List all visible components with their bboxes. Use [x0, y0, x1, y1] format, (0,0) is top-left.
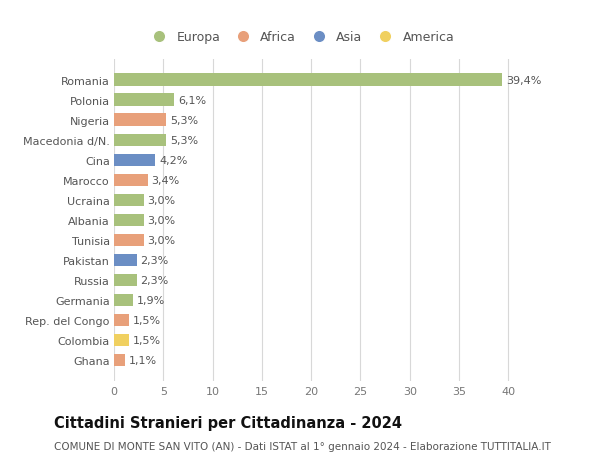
- Text: 1,5%: 1,5%: [133, 335, 161, 345]
- Text: 5,3%: 5,3%: [170, 135, 199, 146]
- Text: 5,3%: 5,3%: [170, 115, 199, 125]
- Bar: [114, 74, 502, 87]
- Text: 1,9%: 1,9%: [137, 295, 165, 305]
- Bar: [114, 314, 129, 326]
- Bar: [114, 294, 133, 307]
- Bar: [114, 254, 137, 267]
- Bar: [114, 154, 155, 167]
- Text: 3,0%: 3,0%: [148, 235, 176, 245]
- Text: 3,0%: 3,0%: [148, 196, 176, 205]
- Bar: [114, 174, 148, 186]
- Bar: [114, 214, 143, 226]
- Text: 1,1%: 1,1%: [129, 355, 157, 365]
- Text: 2,3%: 2,3%: [140, 255, 169, 265]
- Bar: [114, 194, 143, 207]
- Bar: [114, 114, 166, 127]
- Bar: [114, 334, 129, 347]
- Bar: [114, 94, 174, 106]
- Text: COMUNE DI MONTE SAN VITO (AN) - Dati ISTAT al 1° gennaio 2024 - Elaborazione TUT: COMUNE DI MONTE SAN VITO (AN) - Dati IST…: [54, 441, 551, 451]
- Text: 2,3%: 2,3%: [140, 275, 169, 285]
- Bar: [114, 274, 137, 286]
- Text: 39,4%: 39,4%: [506, 75, 542, 85]
- Bar: [114, 354, 125, 366]
- Legend: Europa, Africa, Asia, America: Europa, Africa, Asia, America: [143, 28, 458, 48]
- Bar: [114, 134, 166, 146]
- Text: 1,5%: 1,5%: [133, 315, 161, 325]
- Text: 3,4%: 3,4%: [151, 175, 180, 185]
- Bar: [114, 234, 143, 246]
- Text: Cittadini Stranieri per Cittadinanza - 2024: Cittadini Stranieri per Cittadinanza - 2…: [54, 415, 402, 431]
- Text: 6,1%: 6,1%: [178, 95, 206, 106]
- Text: 4,2%: 4,2%: [160, 156, 188, 165]
- Text: 3,0%: 3,0%: [148, 215, 176, 225]
